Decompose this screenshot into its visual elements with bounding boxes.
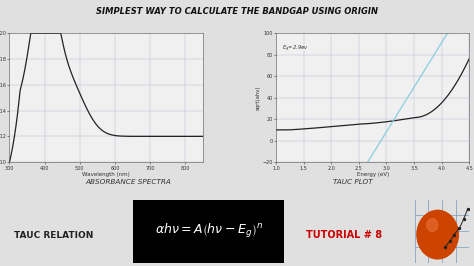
Text: TAUC RELATION: TAUC RELATION — [14, 231, 93, 240]
FancyBboxPatch shape — [130, 198, 287, 265]
Text: $\alpha h\nu = A\left(h\nu - E_g\right)^n$: $\alpha h\nu = A\left(h\nu - E_g\right)^… — [155, 222, 263, 240]
Text: E$_g$=2.9ev: E$_g$=2.9ev — [282, 44, 309, 54]
Circle shape — [417, 210, 458, 259]
Text: ABSORBANCE SPECTRA: ABSORBANCE SPECTRA — [85, 179, 171, 185]
Point — [450, 232, 458, 237]
Circle shape — [427, 219, 438, 231]
Text: TUTORIAL # 8: TUTORIAL # 8 — [306, 230, 382, 240]
Point — [464, 207, 472, 211]
X-axis label: Wavelength (nm): Wavelength (nm) — [82, 172, 130, 177]
Text: TAUC PLOT: TAUC PLOT — [333, 179, 373, 185]
Point — [441, 245, 448, 250]
X-axis label: Energy (eV): Energy (eV) — [356, 172, 389, 177]
Point — [456, 226, 463, 230]
Text: SIMPLEST WAY TO CALCULATE THE BANDGAP USING ORIGIN: SIMPLEST WAY TO CALCULATE THE BANDGAP US… — [96, 7, 378, 16]
Point — [460, 217, 467, 221]
Y-axis label: sqrt(ahv): sqrt(ahv) — [256, 85, 261, 110]
Point — [447, 239, 454, 243]
